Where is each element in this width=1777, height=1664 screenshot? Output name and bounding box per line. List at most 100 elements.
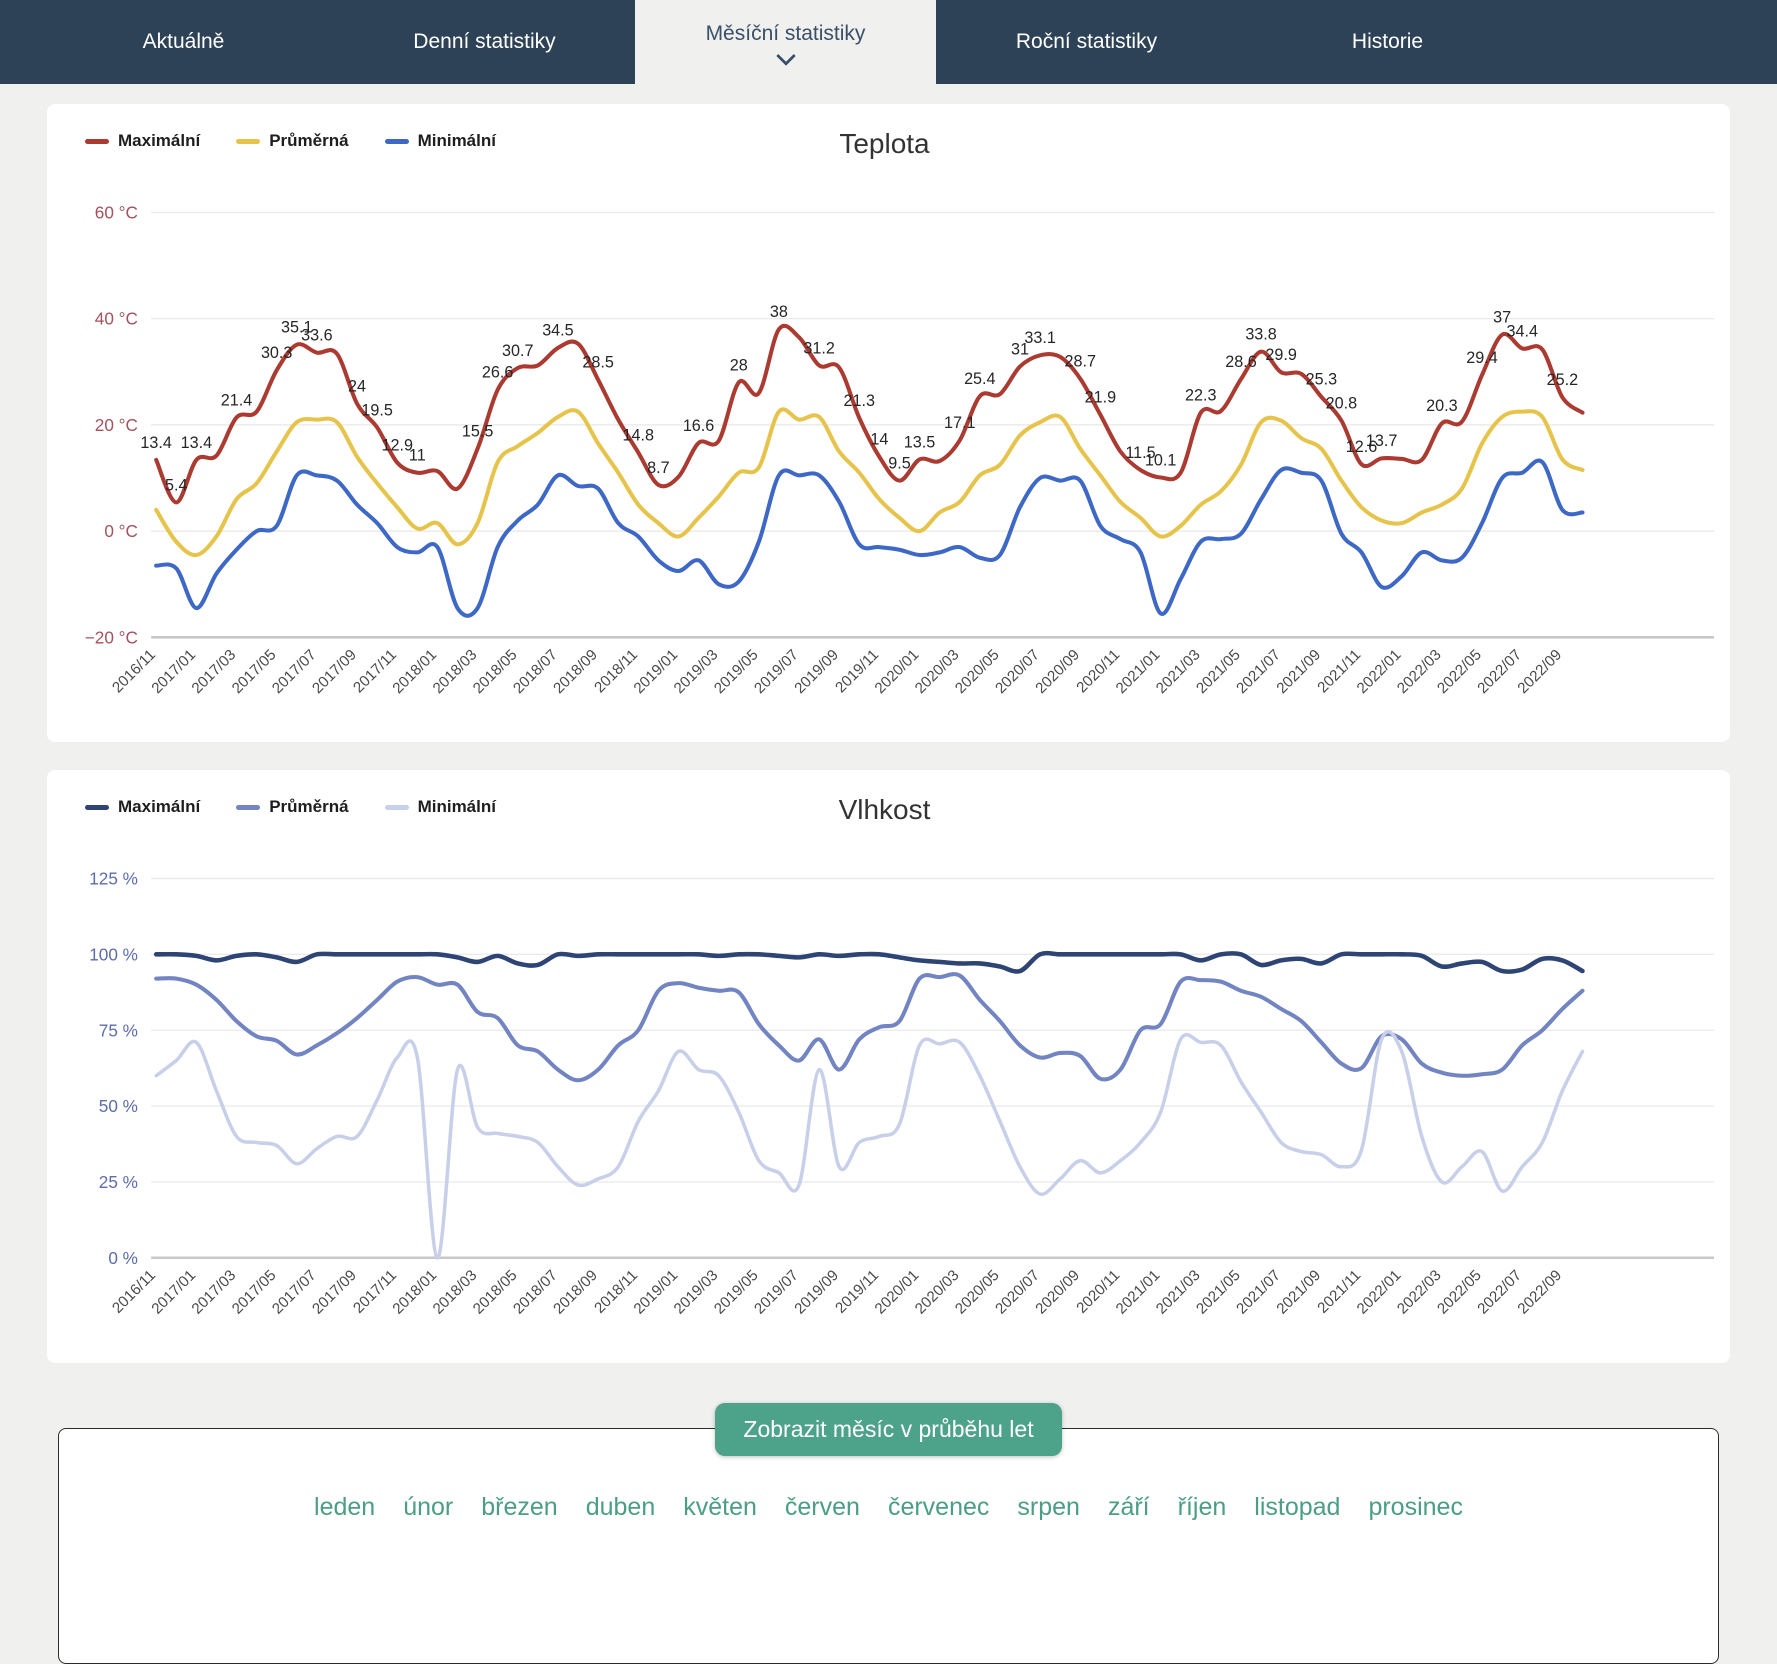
vlhkost-max-line [153, 951, 1585, 975]
x-tick-label: 2020/07 [992, 1267, 1043, 1318]
humidity-legend: Maximální Průměrná Minimální [85, 792, 1714, 817]
month-link-listopad[interactable]: listopad [1254, 1493, 1341, 1522]
x-tick-label: 2017/01 [148, 646, 199, 697]
month-link-brezen[interactable]: březen [481, 1493, 558, 1522]
month-link-cervenec[interactable]: červenec [887, 1493, 990, 1522]
month-link-srpen[interactable]: srpen [1017, 1493, 1080, 1522]
month-link-cerven[interactable]: červen [784, 1493, 860, 1522]
point-label: 20.3 [1426, 397, 1457, 415]
point-label: 14.8 [623, 426, 654, 444]
legend-item-max[interactable]: Maximální [85, 131, 200, 151]
point-label: 25.4 [964, 370, 995, 388]
x-tick-label: 2017/09 [309, 1267, 360, 1318]
x-tick-label: 2020/01 [872, 646, 923, 697]
point-label: 11.5 [1125, 444, 1155, 462]
x-tick-label: 2021/05 [1193, 1267, 1244, 1318]
y-tick-label: 40 °C [95, 309, 138, 329]
legend-item-max[interactable]: Maximální [85, 797, 200, 817]
point-label: 11 [409, 447, 426, 465]
x-tick-label: 2020/09 [1032, 1267, 1083, 1318]
point-label: 37 [1493, 308, 1511, 326]
x-tick-label: 2018/05 [470, 1267, 521, 1318]
x-tick-label: 2017/05 [229, 646, 280, 697]
month-link-rijen[interactable]: říjen [1177, 1493, 1227, 1522]
legend-label: Průměrná [269, 131, 349, 150]
point-label: 33.1 [1024, 329, 1055, 347]
x-tick-label: 2017/07 [269, 1267, 320, 1318]
tab-denn-statistiky[interactable]: Denní statistiky [334, 0, 635, 84]
vlhkost-min-line [154, 1030, 1585, 1261]
tab-aktu-ln-[interactable]: Aktuálně [33, 0, 334, 84]
point-label: 5.4 [165, 476, 187, 494]
x-tick-label: 2020/03 [912, 1267, 963, 1318]
tab-label: Aktuálně [142, 30, 225, 53]
month-link-prosinec[interactable]: prosinec [1368, 1493, 1463, 1522]
tab-label: Měsíční statistiky [705, 21, 866, 45]
x-tick-label: 2017/07 [269, 646, 320, 697]
x-tick-label: 2021/09 [1273, 1267, 1324, 1318]
x-tick-label: 2019/01 [631, 646, 682, 697]
legend-swatch [236, 804, 261, 810]
point-label: 9.5 [888, 455, 910, 473]
x-tick-label: 2018/07 [510, 1267, 561, 1318]
point-label: 30.3 [261, 344, 292, 362]
legend-label: Maximální [118, 797, 201, 817]
point-label: 29.4 [1466, 349, 1497, 367]
month-link-unor[interactable]: únor [403, 1493, 454, 1522]
x-tick-label: 2019/09 [791, 1267, 842, 1318]
x-tick-label: 2017/05 [229, 1267, 280, 1318]
legend-item-avg[interactable]: Průměrná [236, 131, 349, 151]
month-link-duben[interactable]: duben [585, 1493, 656, 1522]
point-label: 17.1 [944, 414, 975, 432]
x-tick-label: 2021/07 [1233, 1267, 1284, 1318]
point-label: 8.7 [647, 459, 669, 477]
x-tick-label: 2018/05 [470, 646, 521, 697]
legend-label: Maximální [118, 131, 201, 150]
point-label: 12.9 [381, 436, 412, 454]
x-tick-label: 2018/03 [430, 646, 481, 697]
tab-label: Historie [1351, 30, 1424, 53]
tab-historie[interactable]: Historie [1237, 0, 1538, 84]
point-label: 25.3 [1306, 371, 1337, 389]
teplota-min-line [154, 458, 1585, 618]
point-label: 13.4 [140, 434, 171, 452]
humidity-chart-title: Vlhkost [838, 794, 931, 826]
point-label: 13.7 [1366, 432, 1397, 450]
x-tick-label: 2017/01 [148, 1267, 199, 1318]
legend-swatch [236, 138, 261, 144]
x-tick-label: 2021/03 [1153, 1267, 1204, 1318]
tab-label: Roční statistiky [1015, 30, 1158, 53]
month-link-zari[interactable]: září [1107, 1493, 1150, 1522]
point-label: 13.4 [181, 434, 212, 452]
point-label: 12.6 [1346, 438, 1377, 456]
month-link-leden[interactable]: leden [314, 1493, 376, 1522]
legend-label: Průměrná [269, 797, 349, 817]
legend-item-avg[interactable]: Průměrná [236, 797, 349, 817]
x-tick-label: 2021/07 [1233, 646, 1284, 697]
x-tick-label: 2022/03 [1394, 646, 1445, 697]
humidity-chart: 125 %100 %75 %50 %25 %0 %2016/112017/012… [89, 869, 1714, 1318]
point-label: 15.5 [462, 423, 493, 441]
point-label: 24 [348, 378, 366, 396]
legend-item-min[interactable]: Minimální [384, 131, 496, 151]
y-tick-label: 125 % [89, 869, 138, 889]
tab-ro-n-statistiky[interactable]: Roční statistiky [936, 0, 1237, 84]
month-link-kveten[interactable]: květen [683, 1493, 757, 1522]
humidity-card: Maximální Průměrná Minimální Vlhkost 125 %… [47, 770, 1730, 1364]
humidity-chart-header: Maximální Průměrná Minimální Vlhkost [55, 792, 1714, 838]
point-label: 33.8 [1245, 325, 1276, 343]
point-label: 22.3 [1185, 387, 1216, 405]
point-label: 31 [1011, 340, 1029, 358]
point-label: 16.6 [683, 417, 714, 435]
legend-item-min[interactable]: Minimální [384, 797, 496, 817]
point-label: 29.9 [1265, 346, 1296, 364]
x-tick-label: 2018/01 [389, 646, 440, 697]
legend-label: Minimální [417, 131, 496, 150]
point-label: 21.4 [221, 391, 252, 409]
x-tick-label: 2019/07 [751, 1267, 802, 1318]
x-tick-label: 2022/07 [1474, 646, 1525, 697]
vlhkost-avg-line [154, 972, 1585, 1083]
show-month-over-years-button[interactable]: Zobrazit měsíc v průběhu let [715, 1403, 1062, 1457]
month-selection-card: leden únor březen duben květen červen červenec… [58, 1428, 1719, 1664]
tab-m-s-n-statistiky[interactable]: Měsíční statistiky [635, 0, 936, 84]
